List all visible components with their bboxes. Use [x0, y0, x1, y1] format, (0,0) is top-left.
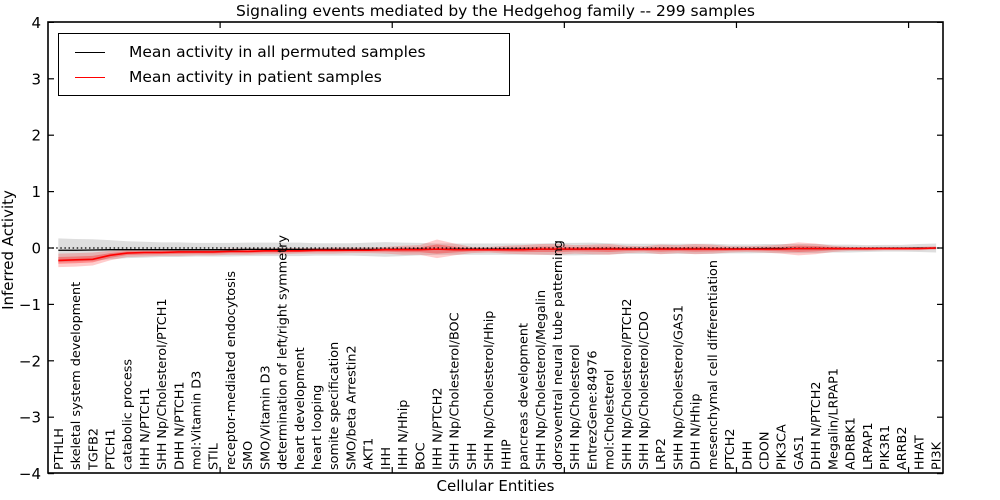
- x-category-label: SHH Np/Cholesterol/PTCH2: [620, 299, 635, 470]
- x-category-label: AKT1: [362, 438, 377, 470]
- x-category-label: SHH Np/Cholesterol/BOC: [448, 312, 463, 470]
- y-tick-label: 2: [31, 127, 41, 145]
- patient-confidence-band-outer: [58, 239, 937, 268]
- x-category-label: SHH Np/Cholesterol: [568, 344, 583, 470]
- x-category-label: SHH Np/Cholesterol/Hhip: [482, 311, 497, 470]
- x-category-label: catabolic process: [121, 359, 136, 470]
- x-category-label: SMO/Vitamin D3: [258, 365, 273, 470]
- x-category-label: LRPAP1: [861, 422, 876, 470]
- x-category-label: mol:Vitamin D3: [190, 371, 205, 470]
- x-category-label: DHH: [740, 441, 755, 470]
- legend: Mean activity in all permuted samples Me…: [58, 33, 510, 96]
- y-tick-label: 1: [31, 183, 41, 201]
- x-category-label: IHH N/PTCH2: [430, 388, 445, 470]
- x-axis-label: Cellular Entities: [436, 477, 555, 495]
- x-category-label: SHH Np/Cholesterol/GAS1: [671, 305, 686, 470]
- x-category-label: PIK3R1: [878, 425, 893, 470]
- y-tick-label: 0: [31, 240, 41, 258]
- patient-mean-line: [58, 247, 937, 262]
- x-category-label: pancreas development: [517, 323, 532, 470]
- black-line-swatch: [75, 51, 105, 53]
- x-category-label: SHH Np/Cholesterol/PTCH1: [155, 299, 170, 470]
- legend-entry-patient: Mean activity in patient samples: [71, 68, 499, 86]
- chart-title: Signaling events mediated by the Hedgeho…: [236, 2, 755, 20]
- x-category-label: PTCH2: [723, 429, 738, 470]
- x-category-label: CDON: [758, 432, 773, 470]
- x-category-label: SMO/beta Arrestin2: [344, 345, 359, 470]
- x-category-label: DHH N/Hhip: [689, 394, 704, 470]
- red-line-swatch: [75, 76, 105, 78]
- y-axis-label: Inferred Activity: [0, 190, 17, 310]
- legend-label-permuted: Mean activity in all permuted samples: [129, 43, 426, 61]
- x-category-label: EntrezGene:84976: [585, 350, 600, 470]
- x-category-label: GAS1: [792, 435, 807, 470]
- x-category-label: SMO: [241, 441, 256, 470]
- x-category-label: heart development: [293, 347, 308, 470]
- legend-label-patient: Mean activity in patient samples: [129, 68, 382, 86]
- x-category-label: IHH: [379, 447, 394, 470]
- y-tick-label: −2: [19, 352, 41, 370]
- x-category-label: HHAT: [912, 435, 927, 470]
- x-category-label: somite specification: [327, 342, 342, 470]
- x-category-label: SHH Np/Cholesterol/CDO: [637, 311, 652, 470]
- x-category-label: ADRBK1: [844, 417, 859, 470]
- x-category-label: BOC: [413, 442, 428, 470]
- x-category-label: Megalin/LRPAP1: [826, 368, 841, 470]
- y-tick-label: 3: [31, 70, 41, 88]
- x-category-label: mol:Cholesterol: [603, 370, 618, 470]
- y-tick-label: −3: [19, 409, 41, 427]
- x-category-label: SHH Np/Cholesterol/Megalin: [534, 290, 549, 470]
- x-category-label: heart looping: [310, 385, 325, 470]
- x-category-label: SHH: [465, 443, 480, 470]
- y-tick-label: 4: [31, 14, 41, 32]
- x-category-label: receptor-mediated endocytosis: [224, 271, 239, 470]
- x-category-label: DHH N/PTCH1: [172, 381, 187, 470]
- x-category-label: TGFB2: [86, 428, 101, 471]
- x-category-label: dorsoventral neural tube patterning: [551, 240, 566, 470]
- x-category-label: skeletal system development: [69, 282, 84, 470]
- x-category-label: IHH N/PTCH1: [138, 388, 153, 470]
- x-category-label: STIL: [207, 442, 222, 470]
- x-category-label: PTCH1: [103, 429, 118, 470]
- x-category-label: PIK3CA: [775, 424, 790, 470]
- x-category-label: IHH N/Hhip: [396, 400, 411, 470]
- legend-entry-permuted: Mean activity in all permuted samples: [71, 43, 499, 61]
- x-category-label: LRP2: [654, 438, 669, 470]
- y-tick-label: −4: [19, 465, 41, 483]
- x-category-label: PTHLH: [52, 428, 67, 470]
- y-tick-label: −1: [19, 296, 41, 314]
- x-category-label: DHH N/PTCH2: [809, 381, 824, 470]
- x-category-label: determination of left/right symmetry: [276, 235, 291, 470]
- x-category-label: PI3K: [930, 441, 945, 470]
- x-category-label: ARRB2: [895, 427, 910, 470]
- x-category-label: HHIP: [499, 439, 514, 470]
- x-category-label: mesenchymal cell differentiation: [706, 260, 721, 470]
